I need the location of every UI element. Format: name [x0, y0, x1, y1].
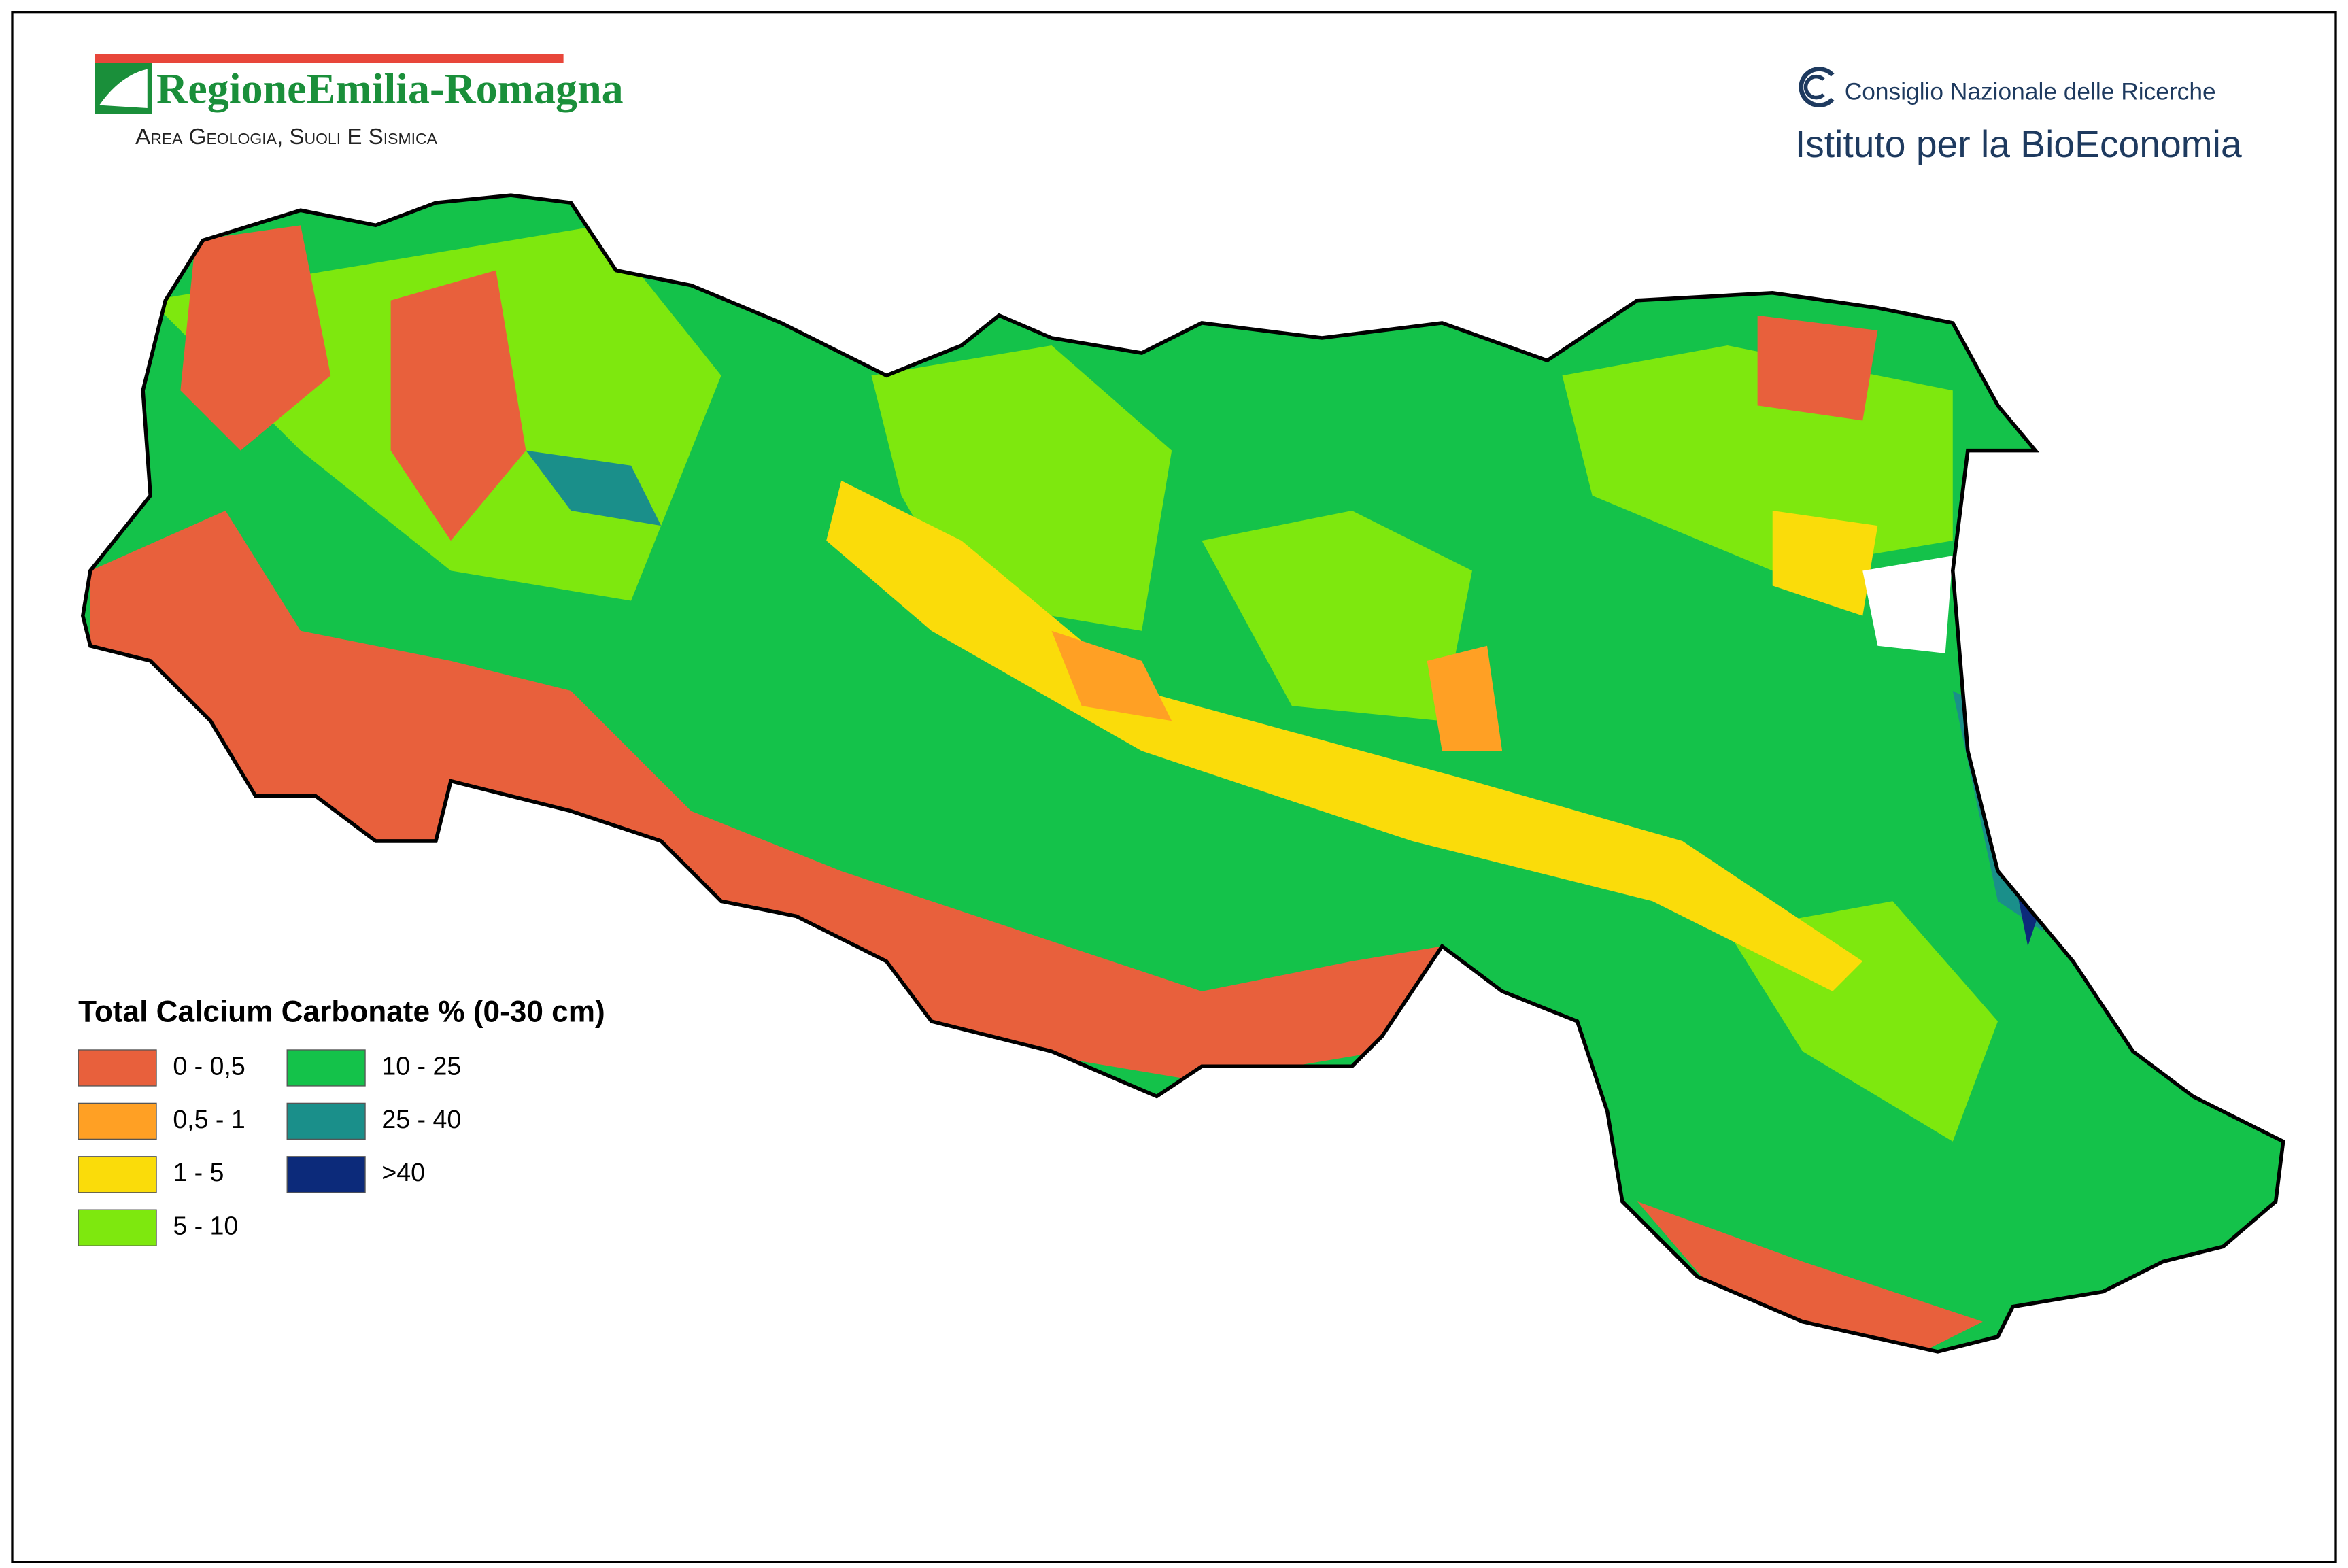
legend-label: 0,5 - 1 [173, 1105, 245, 1134]
soil-zone [1051, 630, 1172, 721]
soil-zone [1772, 510, 1878, 616]
legend-label: 0 - 0,5 [173, 1051, 245, 1080]
cnr-logo-inner [1803, 74, 1825, 100]
legend-swatch [286, 1156, 366, 1193]
soil-zone [526, 450, 662, 526]
legend-swatch [286, 1049, 366, 1087]
institute: Istituto per la BioEconomia [1795, 123, 2242, 165]
org-name: RegioneEmilia-Romagna [156, 65, 624, 113]
legend-label: 25 - 40 [381, 1105, 461, 1134]
logo-bar [95, 54, 564, 63]
cnr-logo [1799, 67, 1835, 107]
legend-swatch [78, 1209, 157, 1246]
legend-label: 10 - 25 [381, 1051, 461, 1080]
legend-swatch [78, 1156, 157, 1193]
legend-swatch [78, 1049, 157, 1087]
legend-label: >40 [381, 1158, 425, 1187]
legend-swatch [78, 1102, 157, 1140]
soil-zone [826, 480, 1863, 991]
institute-parent: Consiglio Nazionale delle Ricerche [1845, 78, 2216, 105]
soil-zone [90, 510, 1442, 1082]
logo-flag-mark [99, 69, 148, 109]
department: Area Geologia, Suoli e Sismica [135, 124, 438, 150]
soil-zone [390, 270, 526, 541]
legend-label: 1 - 5 [173, 1158, 224, 1187]
legend: 0 - 0,5 0,5 - 1 1 - 5 5 - 10 10 - 25 25 - 40 >… [78, 1049, 461, 1246]
soil-zone [1427, 645, 1503, 751]
legend-swatch [286, 1102, 366, 1140]
soil-zone [1637, 1201, 1983, 1352]
frame [11, 11, 2337, 1563]
soil-zone [180, 225, 331, 451]
legend-label: 5 - 10 [173, 1212, 238, 1240]
soil-zone [1202, 510, 1472, 721]
lagoon [1862, 556, 1953, 653]
legend-title: Total Calcium Carbonate % (0-30 cm) [78, 995, 605, 1029]
soil-zone [1757, 315, 1878, 421]
